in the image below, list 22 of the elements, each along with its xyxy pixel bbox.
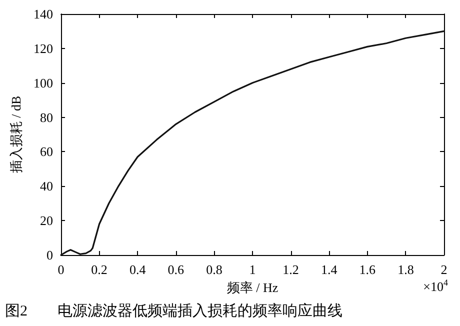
y-tick-label: 40	[40, 178, 53, 194]
x-tick-label: 0	[58, 262, 64, 277]
x-tick-label: 1.8	[398, 262, 414, 277]
x-tick-label: 1.4	[320, 262, 338, 277]
y-tick-label: 120	[34, 40, 53, 56]
y-axis-title: 插入损耗 / dB	[8, 96, 24, 174]
y-tick-label: 60	[40, 144, 53, 160]
caption: 图2 电源滤波器低频端插入损耗的频率响应曲线	[5, 302, 342, 320]
x-tick-label: 2	[440, 262, 448, 277]
x-tick-label: 1	[249, 262, 256, 277]
x-axis-title: 频率 / Hz	[226, 280, 278, 295]
y-tick-label: 100	[34, 75, 53, 90]
x-tick-label: 0.2	[91, 262, 108, 277]
y-tick-label: 0	[46, 248, 53, 262]
x-tick-label: 0.8	[206, 262, 222, 277]
x-tick-label: 1.2	[282, 262, 299, 277]
x-tick-label: 1.6	[359, 262, 376, 277]
x-tick-label: 0.6	[168, 262, 185, 277]
y-tick-label: 20	[40, 213, 53, 228]
y-tick-label: 140	[34, 6, 53, 22]
y-tick-label: 80	[40, 110, 53, 125]
x-tick-label: 0.4	[129, 262, 146, 277]
